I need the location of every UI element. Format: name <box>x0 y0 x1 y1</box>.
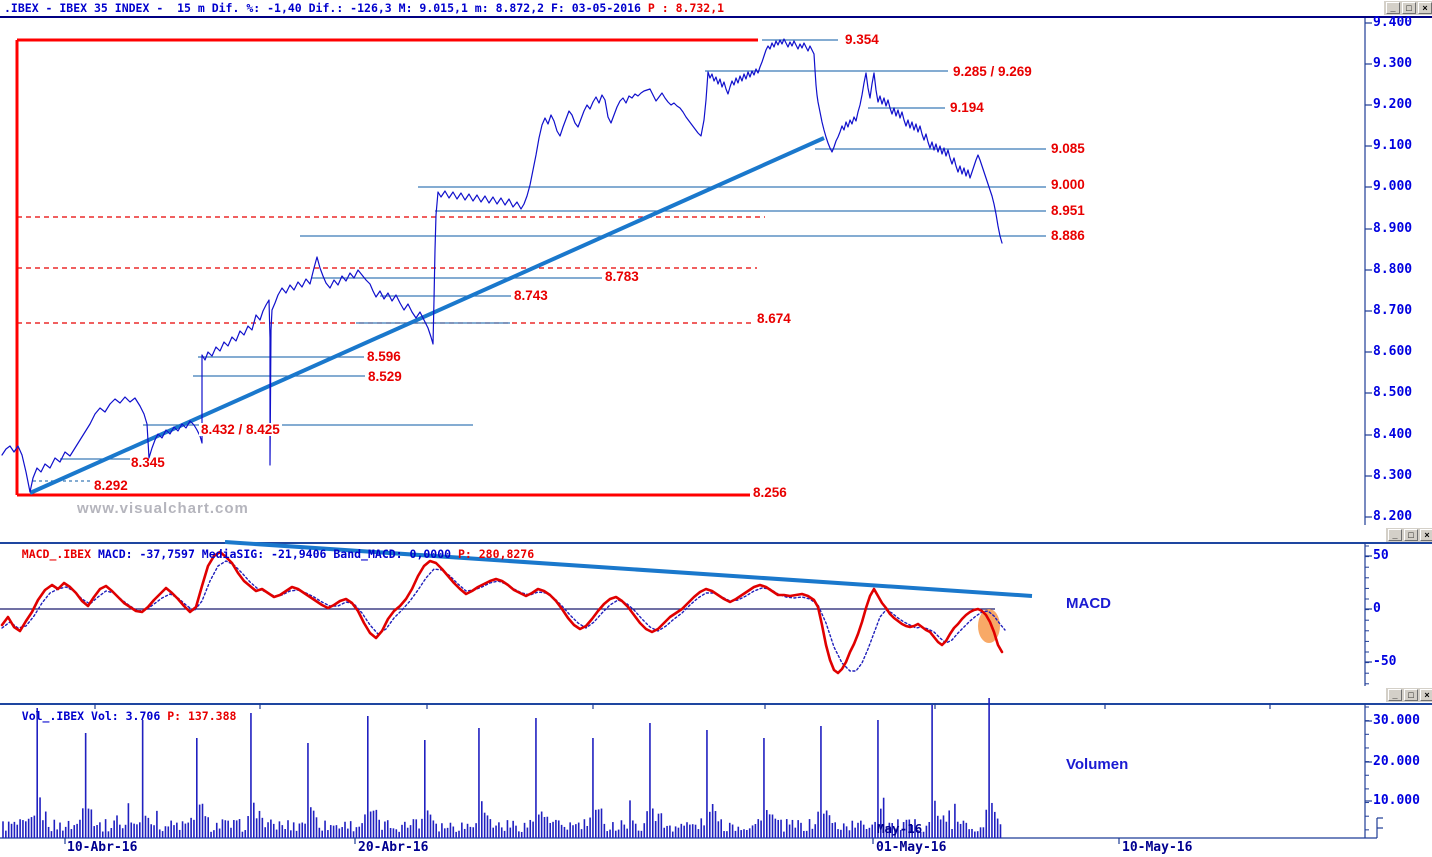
macd-values: MACD: -37,7597 MediaSIG: -21,9406 Band_M… <box>97 547 458 561</box>
maximize-button[interactable]: □ <box>1402 2 1416 14</box>
macd-descending-trendline <box>224 540 1033 598</box>
volume-panel-header: Vol_.IBEX Vol: 3.706 P: 137.388 <box>4 689 237 743</box>
volume-panel-buttons: _ □ × <box>1386 688 1432 702</box>
macd-line <box>0 550 1004 675</box>
title-main: .IBEX - IBEX 35 INDEX - 15 m Dif. %: -1,… <box>4 1 648 15</box>
visualchart-watermark: www.visualchart.com <box>77 500 249 517</box>
volume-minimize-button[interactable]: _ <box>1388 689 1402 701</box>
macd-maximize-button[interactable]: □ <box>1404 529 1418 541</box>
macd-close-button[interactable]: × <box>1420 529 1432 541</box>
volume-p-value: P: 137.388 <box>167 709 237 723</box>
volume-close-button[interactable]: × <box>1420 689 1432 701</box>
price-line <box>1 38 1003 493</box>
volumen-label: Volumen <box>1066 756 1129 773</box>
close-button[interactable]: × <box>1418 2 1432 14</box>
macd-minimize-button[interactable]: _ <box>1388 529 1402 541</box>
ascending-trendline <box>29 136 825 495</box>
title-last-price: P : 8.732,1 <box>647 1 725 15</box>
volume-values: Vol_.IBEX Vol: 3.706 <box>21 709 168 723</box>
chart-title: .IBEX - IBEX 35 INDEX - 15 m Dif. %: -1,… <box>4 1 724 15</box>
macd-indicator-name: MACD_.IBEX <box>21 547 98 561</box>
macd-p-value: P: 280,8276 <box>457 547 535 561</box>
volume-bars <box>2 698 1002 838</box>
main-window-buttons: _ □ × <box>1384 1 1432 15</box>
volume-maximize-button[interactable]: □ <box>1404 689 1418 701</box>
macd-panel-header: MACD_.IBEX MACD: -37,7597 MediaSIG: -21,… <box>4 527 534 581</box>
macd-label: MACD <box>1066 595 1111 612</box>
minimize-button[interactable]: _ <box>1386 2 1400 14</box>
macd-panel-buttons: _ □ × <box>1386 528 1432 542</box>
title-bar: .IBEX - IBEX 35 INDEX - 15 m Dif. %: -1,… <box>0 0 1432 18</box>
month-label: May-16 <box>877 821 923 836</box>
